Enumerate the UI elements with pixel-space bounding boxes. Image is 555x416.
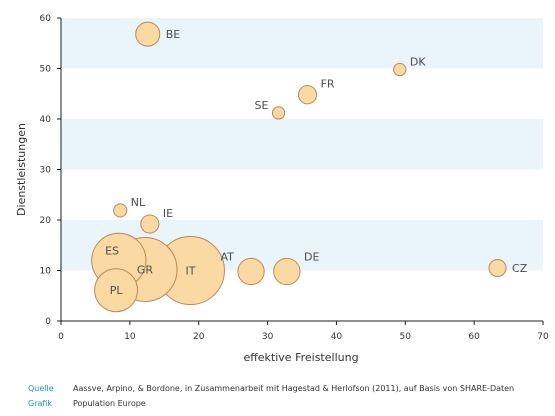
bubble-pl bbox=[94, 268, 139, 313]
bubble-label-se: SE bbox=[255, 99, 269, 112]
x-tick-label: 30 bbox=[262, 332, 274, 342]
bubble-label-de: DE bbox=[304, 250, 319, 263]
y-tick-label: 0 bbox=[45, 317, 51, 327]
bubble-label-ie: IE bbox=[163, 207, 173, 220]
bubble-be bbox=[135, 21, 161, 47]
grid-band bbox=[61, 119, 543, 170]
x-axis-title: effektive Freistellung bbox=[243, 351, 358, 364]
bubble-label-pl: PL bbox=[110, 284, 124, 297]
graphic-row: Grafik Population Europe bbox=[0, 397, 555, 410]
y-tick-label: 20 bbox=[40, 216, 52, 226]
y-tick-label: 50 bbox=[40, 65, 52, 75]
bubble-cz bbox=[488, 258, 507, 277]
x-tick-label: 50 bbox=[400, 332, 412, 342]
source-key: Quelle bbox=[28, 384, 54, 393]
graphic-key: Grafik bbox=[28, 399, 53, 408]
bubble-label-nl: NL bbox=[131, 196, 146, 209]
bubble-se bbox=[271, 106, 286, 120]
bubble-label-fr: FR bbox=[321, 78, 335, 91]
y-tick-label: 60 bbox=[40, 14, 52, 24]
x-tick-label: 60 bbox=[468, 332, 480, 342]
source-row: Quelle Aassve, Arpino, & Bordone, in Zus… bbox=[0, 382, 555, 395]
bubble-label-at: AT bbox=[220, 250, 234, 263]
x-tick-label: 10 bbox=[124, 332, 136, 342]
bubble-label-it: IT bbox=[185, 265, 195, 278]
bubble-nl bbox=[113, 203, 128, 218]
graphic-text: Population Europe bbox=[73, 399, 146, 408]
bubble-label-es: ES bbox=[105, 244, 119, 257]
bubble-label-gr: GR bbox=[137, 263, 154, 276]
footer: Quelle Aassve, Arpino, & Bordone, in Zus… bbox=[0, 382, 555, 416]
bubble-fr bbox=[297, 85, 318, 105]
x-tick-label: 40 bbox=[331, 332, 343, 342]
y-tick-label: 10 bbox=[40, 267, 52, 277]
bubble-label-be: BE bbox=[166, 28, 181, 41]
x-tick-label: 20 bbox=[193, 332, 205, 342]
y-tick-label: 30 bbox=[40, 166, 52, 176]
bubble-de bbox=[273, 257, 301, 286]
x-tick-label: 0 bbox=[58, 332, 64, 342]
bubble-chart: 0 10 20 30 40 50 60 0 10 20 30 40 50 60 70 effektive Fr… bbox=[15, 14, 549, 364]
chart-svg: 0 10 20 30 40 50 60 0 10 20 30 40 50 60 70 effektive Fr… bbox=[15, 14, 549, 364]
y-tick-label: 40 bbox=[40, 115, 52, 125]
bubble-ie bbox=[140, 214, 160, 234]
bubble-label-cz: CZ bbox=[512, 262, 528, 275]
bubble-dk bbox=[393, 62, 407, 77]
bubble-label-dk: DK bbox=[410, 55, 426, 68]
x-tick-label: 70 bbox=[537, 332, 549, 342]
y-axis-title: Dienstleistungen bbox=[15, 123, 28, 216]
grid-band bbox=[61, 18, 543, 69]
source-text: Aassve, Arpino, & Bordone, in Zusammenar… bbox=[73, 384, 515, 393]
bubble-at bbox=[237, 257, 265, 286]
